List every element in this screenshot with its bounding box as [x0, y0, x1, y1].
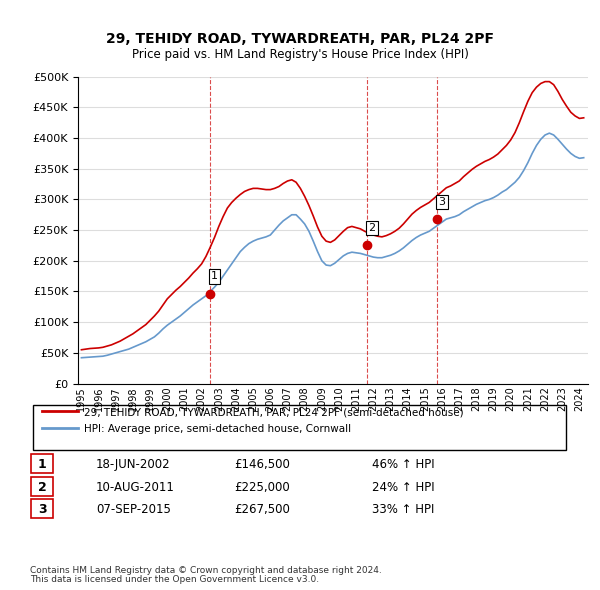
Text: Contains HM Land Registry data © Crown copyright and database right 2024.: Contains HM Land Registry data © Crown c… — [30, 566, 382, 575]
Text: 29, TEHIDY ROAD, TYWARDREATH, PAR, PL24 2PF (semi-detached house): 29, TEHIDY ROAD, TYWARDREATH, PAR, PL24 … — [84, 408, 464, 417]
Text: 2: 2 — [368, 223, 376, 233]
Text: Price paid vs. HM Land Registry's House Price Index (HPI): Price paid vs. HM Land Registry's House … — [131, 48, 469, 61]
Text: £146,500: £146,500 — [234, 458, 290, 471]
Text: 33% ↑ HPI: 33% ↑ HPI — [372, 503, 434, 516]
Text: £225,000: £225,000 — [234, 481, 290, 494]
Text: HPI: Average price, semi-detached house, Cornwall: HPI: Average price, semi-detached house,… — [84, 424, 351, 434]
Text: 29, TEHIDY ROAD, TYWARDREATH, PAR, PL24 2PF: 29, TEHIDY ROAD, TYWARDREATH, PAR, PL24 … — [106, 32, 494, 47]
Text: 18-JUN-2002: 18-JUN-2002 — [96, 458, 170, 471]
Text: £267,500: £267,500 — [234, 503, 290, 516]
Text: 3: 3 — [38, 503, 46, 516]
Text: This data is licensed under the Open Government Licence v3.0.: This data is licensed under the Open Gov… — [30, 575, 319, 584]
Text: 10-AUG-2011: 10-AUG-2011 — [96, 481, 175, 494]
Text: 1: 1 — [211, 271, 218, 281]
Text: 3: 3 — [439, 197, 445, 207]
Text: 46% ↑ HPI: 46% ↑ HPI — [372, 458, 434, 471]
Text: 07-SEP-2015: 07-SEP-2015 — [96, 503, 171, 516]
Text: 2: 2 — [38, 481, 46, 494]
Text: 1: 1 — [38, 458, 46, 471]
Text: 24% ↑ HPI: 24% ↑ HPI — [372, 481, 434, 494]
